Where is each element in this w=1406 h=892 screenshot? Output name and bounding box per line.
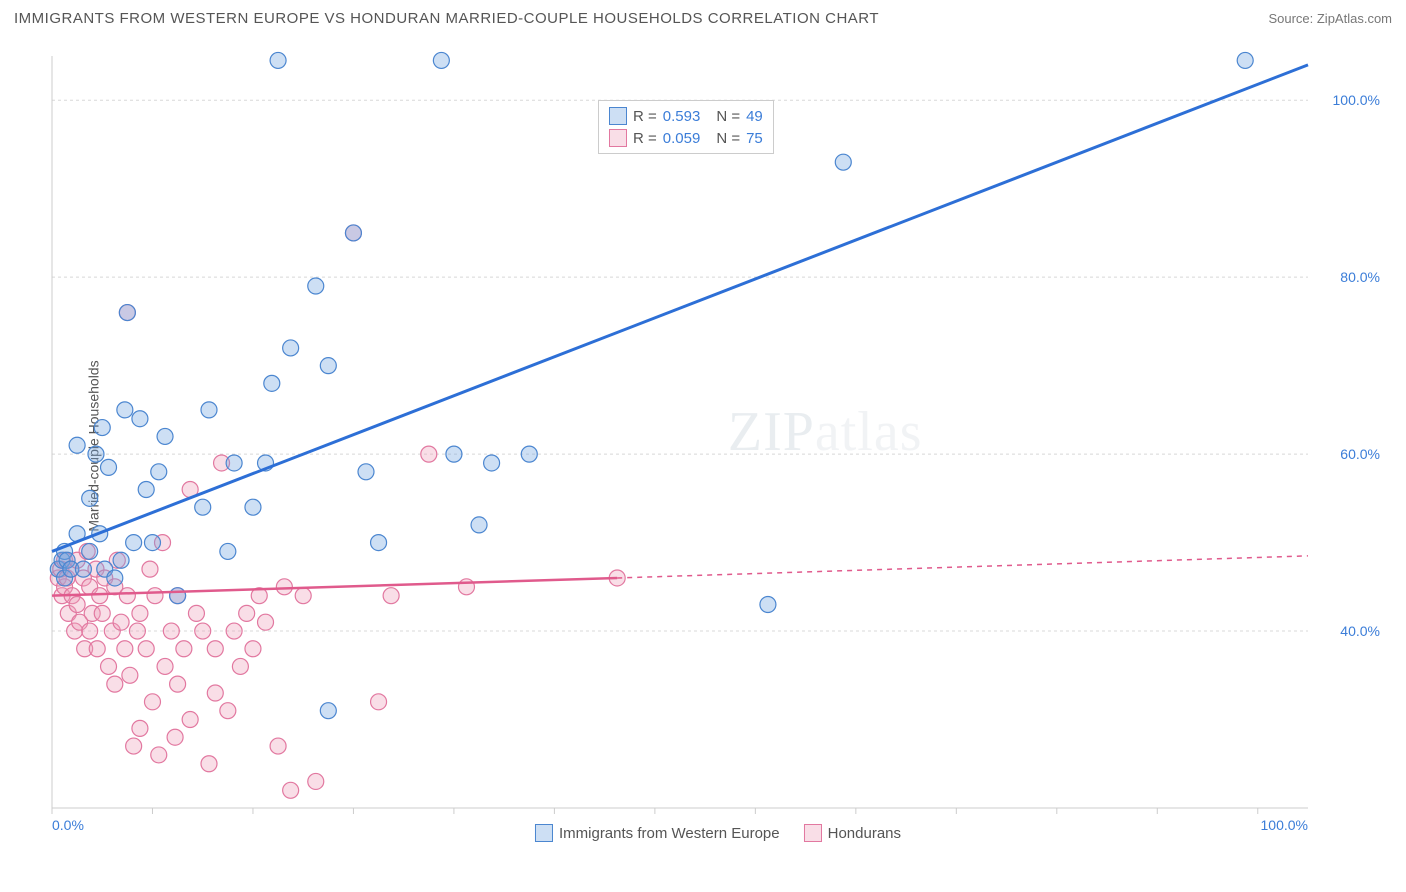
source-label: Source: ZipAtlas.com [1268,11,1392,26]
svg-text:100.0%: 100.0% [1333,92,1380,108]
legend-item-series2: Hondurans [804,824,901,842]
r-label: R = [633,108,657,125]
x-legend: Immigrants from Western Europe Hondurans [535,824,901,842]
svg-text:60.0%: 60.0% [1340,446,1380,462]
n-label: N = [716,108,740,125]
chart-title: IMMIGRANTS FROM WESTERN EUROPE VS HONDUR… [14,10,879,27]
legend-row-series1: R = 0.593 N = 49 [609,105,763,127]
svg-text:0.0%: 0.0% [52,817,84,833]
correlation-legend: R = 0.593 N = 49 R = 0.059 N = 75 [598,100,774,154]
r-label: R = [633,130,657,147]
scatter-plot: 40.0% 60.0% 80.0% 100.0% 0.0% 100.0% [48,48,1388,848]
swatch-pink [609,129,627,147]
svg-text:80.0%: 80.0% [1340,269,1380,285]
n-value-2: 75 [746,130,763,147]
legend-row-series2: R = 0.059 N = 75 [609,127,763,149]
n-label: N = [716,130,740,147]
r-value-1: 0.593 [663,108,701,125]
chart-container: 40.0%60.0%80.0%100.0%0.0%100.0% ZIPatlas… [48,48,1388,848]
legend-label-2: Hondurans [828,825,901,842]
legend-item-series1: Immigrants from Western Europe [535,824,780,842]
n-value-1: 49 [746,108,763,125]
swatch-blue [535,824,553,842]
r-value-2: 0.059 [663,130,701,147]
swatch-pink [804,824,822,842]
svg-text:100.0%: 100.0% [1261,817,1308,833]
swatch-blue [609,107,627,125]
legend-label-1: Immigrants from Western Europe [559,825,780,842]
svg-text:40.0%: 40.0% [1340,623,1380,639]
